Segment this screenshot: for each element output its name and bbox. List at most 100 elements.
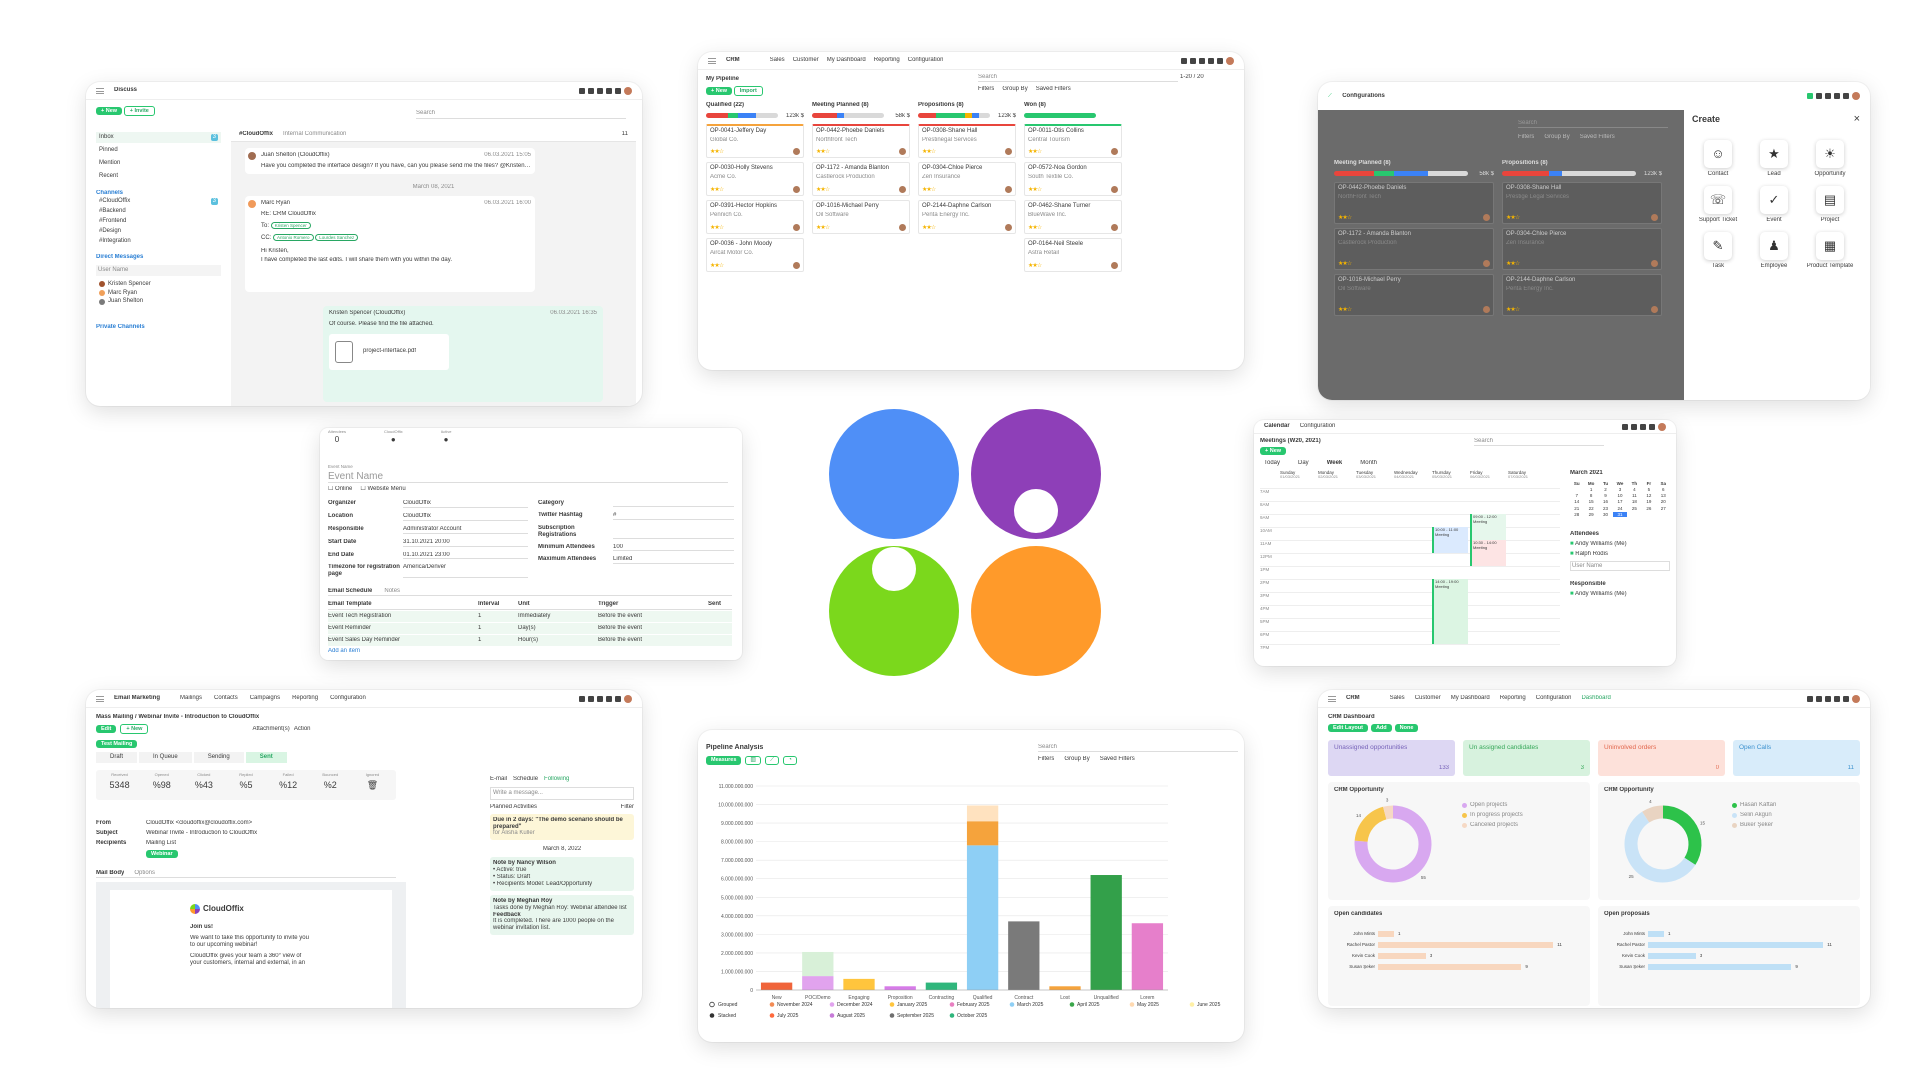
mini-calendar-day[interactable]: 4 <box>1633 487 1636 493</box>
close-icon[interactable]: × <box>1853 113 1860 125</box>
menu-icon[interactable] <box>96 87 104 94</box>
plus-icon[interactable] <box>1807 93 1813 99</box>
online-checkbox[interactable]: ☐ Online <box>328 486 353 492</box>
stat-button[interactable]: Ignored 🗑 <box>352 773 393 797</box>
create-lead[interactable]: ★ Lead <box>1748 140 1800 178</box>
priority-stars[interactable]: ★★☆ <box>1028 149 1042 155</box>
search-input[interactable]: Search <box>1038 744 1238 752</box>
priority-stars[interactable]: ★★☆ <box>710 187 724 193</box>
table-row[interactable]: Event Reminder 1 Day(s) Before the event <box>328 622 732 634</box>
sidebar-item-recent[interactable]: Recent <box>96 171 221 182</box>
chat-icon[interactable] <box>1834 93 1840 99</box>
status-step[interactable]: Sent <box>245 752 287 763</box>
mini-calendar-day[interactable]: 7 <box>1575 493 1578 499</box>
stat-button[interactable]: Received 5348 <box>99 773 140 797</box>
field-value[interactable]: America/Denver <box>403 564 528 579</box>
tab-options[interactable]: Options <box>134 870 156 876</box>
calendar-event[interactable]: 14:00 - 19:00 Meeting <box>1432 579 1468 644</box>
priority-stars[interactable]: ★★☆ <box>922 225 936 231</box>
add-item-link[interactable]: Add an item <box>328 647 361 654</box>
menu-sales[interactable]: Sales <box>769 57 785 64</box>
clock-icon[interactable] <box>1640 423 1646 430</box>
member-count[interactable]: 11 <box>621 131 628 138</box>
groupby-button[interactable]: Group By <box>1064 756 1090 762</box>
legend-item[interactable]: In progress projects <box>1462 812 1523 819</box>
bar[interactable] <box>1378 952 1426 959</box>
mini-calendar-day[interactable]: 11 <box>1632 493 1637 499</box>
website-menu-checkbox[interactable]: ☐ Website Menu <box>360 486 406 492</box>
create-event[interactable]: ✓ Event <box>1748 186 1800 224</box>
priority-stars[interactable]: ★★☆ <box>1028 225 1042 231</box>
opportunity-card[interactable]: OP-0308-Shane Hall Prestinegal Services ★★… <box>918 124 1016 158</box>
groupby-button[interactable]: Group By <box>1002 86 1028 92</box>
clock-icon[interactable] <box>597 87 603 94</box>
priority-stars[interactable]: ★★☆ <box>816 225 830 231</box>
mini-calendar-day[interactable]: 16 <box>1603 499 1609 505</box>
menu-contacts[interactable]: Contacts <box>214 695 238 702</box>
dm-item[interactable]: Juan Shelton <box>96 297 221 306</box>
avatar[interactable] <box>624 86 632 95</box>
mini-calendar-day[interactable]: 19 <box>1646 499 1652 505</box>
opportunity-card[interactable]: OP-0442-Phoebe Daniels NorthFront Tech ★★☆ <box>1334 182 1494 224</box>
donut-slice[interactable] <box>1383 805 1394 820</box>
saved-filters-button[interactable]: Saved Filters <box>1035 86 1071 92</box>
mini-calendar-day[interactable]: 5 <box>1647 487 1651 493</box>
mini-calendar-day[interactable]: 26 <box>1646 505 1652 511</box>
donut-slice[interactable] <box>1354 806 1387 843</box>
stat-button[interactable]: Bounced %2 <box>310 773 351 797</box>
opportunity-card[interactable]: OP-0041-Jeffery Day Global Co. ★★☆ <box>706 124 804 158</box>
user-name-input[interactable]: User Name <box>96 264 221 276</box>
grouped-radio-icon[interactable] <box>709 1001 715 1008</box>
menu-icon[interactable] <box>708 57 716 64</box>
recipient-tag[interactable]: Webinar <box>146 849 178 858</box>
opportunity-card[interactable]: OP-1172 - Amanda Blanton Castlerock Produ… <box>1334 228 1494 270</box>
opportunity-card[interactable]: OP-0036 - John Moody Aircat Motor Co. ★★☆ <box>706 238 804 272</box>
calendar-event[interactable]: 10:30 - 14:00 Meeting <box>1470 540 1506 566</box>
mini-calendar-day[interactable]: 31 <box>1613 511 1627 517</box>
new-button[interactable]: + New <box>120 724 149 734</box>
search-input[interactable]: Search <box>978 74 1178 82</box>
mini-calendar-day[interactable]: 25 <box>1631 505 1637 511</box>
search-input[interactable]: Search <box>416 110 626 119</box>
mini-calendar-day[interactable]: 29 <box>1588 511 1594 517</box>
stat-button[interactable]: Failed %12 <box>268 773 309 797</box>
action-button[interactable]: Action <box>293 725 311 732</box>
attendee-item[interactable]: ■ Andy Williams (Me) <box>1570 541 1670 548</box>
menu-configuration[interactable]: Configuration <box>330 695 366 702</box>
calendar-icon[interactable] <box>588 87 594 94</box>
import-button[interactable]: Import <box>733 86 763 96</box>
field-value[interactable]: CloudOffix <box>403 513 528 521</box>
calendar-icon[interactable] <box>588 695 594 702</box>
cc-tag[interactable]: Lourdes Sanchez <box>315 233 359 241</box>
chat-input[interactable]: Write a message... <box>490 786 634 800</box>
field-value[interactable]: # <box>613 512 734 520</box>
channel-item[interactable]: #Design <box>96 227 221 236</box>
plus-icon[interactable] <box>1622 423 1628 430</box>
legend-item[interactable]: Hasan Kaftan <box>1732 802 1776 809</box>
donut-slice[interactable] <box>1624 811 1696 883</box>
menu-sales[interactable]: Sales <box>1389 695 1405 702</box>
clock-icon[interactable] <box>1825 93 1831 99</box>
priority-stars[interactable]: ★★☆ <box>710 149 724 155</box>
donut-slice[interactable] <box>1642 805 1664 823</box>
create-support-ticket[interactable]: ☏ Support Ticket <box>1692 186 1744 224</box>
opportunity-card[interactable]: OP-0164-Neil Steele Astra Retail ★★☆ <box>1024 238 1122 272</box>
mini-calendar-day[interactable]: 18 <box>1631 499 1637 505</box>
bar[interactable] <box>1648 941 1824 948</box>
menu-campaigns[interactable]: Campaigns <box>249 695 281 702</box>
create-employee[interactable]: ♟ Employee <box>1748 232 1800 270</box>
create-project[interactable]: ▤ Project <box>1804 186 1856 224</box>
mini-calendar-day[interactable]: 27 <box>1660 505 1666 511</box>
filters-button[interactable]: Filters <box>1038 756 1055 762</box>
menu-mailings[interactable]: Mailings <box>180 695 203 702</box>
donut-slice[interactable] <box>1354 805 1432 883</box>
opportunity-card[interactable]: OP-0011-Otis Collins Central Tourism ★★☆ <box>1024 124 1122 158</box>
chart-type-bar-icon[interactable]: ▥ <box>745 756 762 765</box>
month-button[interactable]: Month <box>1360 460 1377 466</box>
field-value[interactable]: CloudOffix <box>403 500 528 508</box>
bar[interactable] <box>925 982 958 990</box>
user-name-input[interactable]: User Name <box>1570 560 1670 572</box>
priority-stars[interactable]: ★★☆ <box>1506 307 1520 313</box>
mini-calendar-day[interactable]: 13 <box>1660 493 1666 499</box>
avatar[interactable] <box>1226 56 1234 65</box>
